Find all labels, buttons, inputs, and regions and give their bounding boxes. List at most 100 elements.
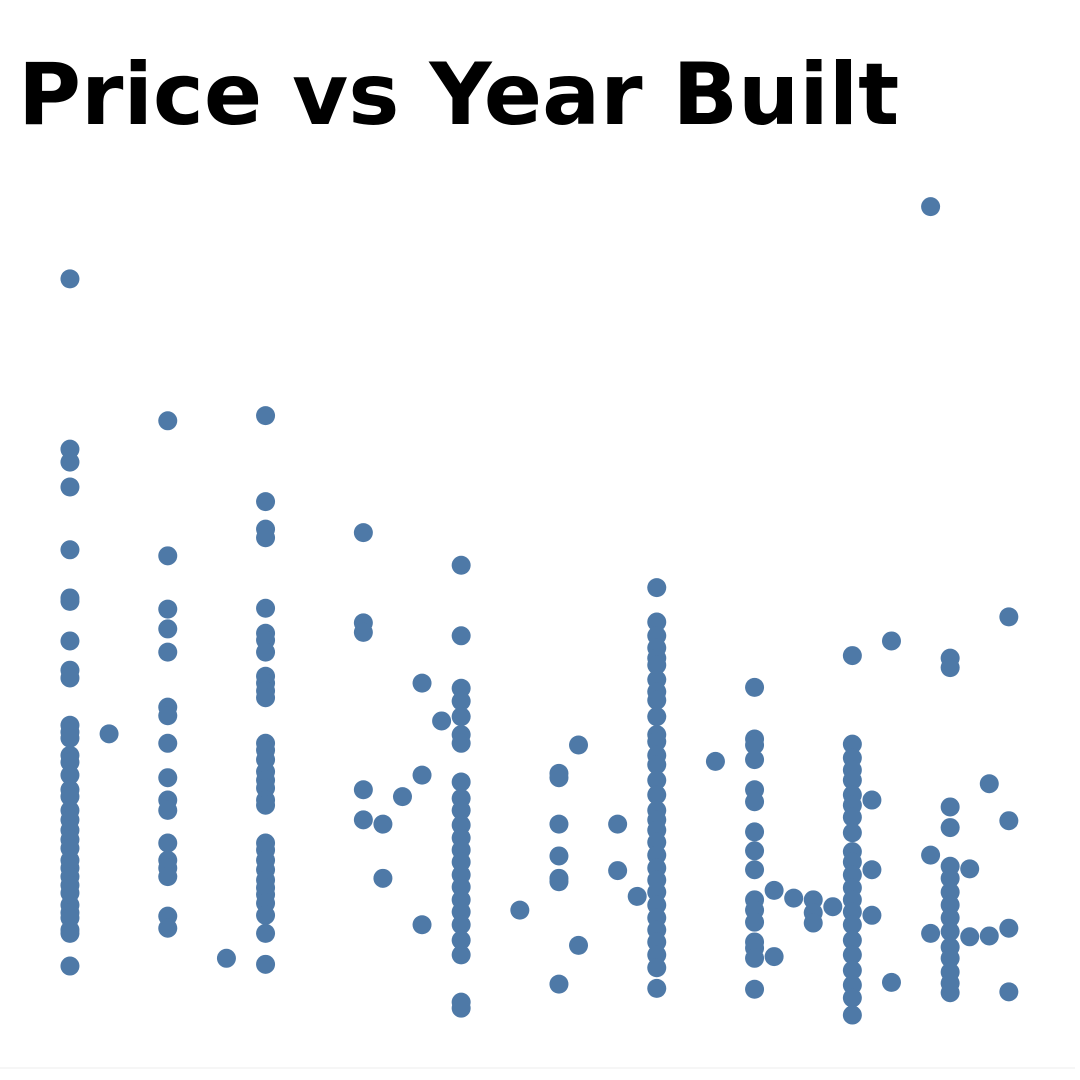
point bbox=[940, 983, 960, 1003]
point bbox=[842, 807, 862, 827]
point bbox=[745, 948, 765, 968]
point bbox=[764, 947, 784, 967]
point bbox=[745, 860, 765, 880]
point bbox=[60, 765, 80, 785]
point bbox=[451, 626, 471, 646]
point bbox=[647, 958, 667, 978]
point bbox=[647, 785, 667, 805]
point bbox=[256, 688, 276, 708]
point bbox=[921, 197, 941, 217]
point bbox=[60, 540, 80, 560]
point bbox=[745, 979, 765, 999]
point bbox=[921, 845, 941, 865]
point bbox=[158, 706, 178, 726]
point bbox=[158, 867, 178, 887]
point bbox=[158, 800, 178, 820]
point bbox=[549, 814, 569, 834]
point bbox=[158, 411, 178, 431]
point bbox=[256, 406, 276, 426]
point bbox=[60, 452, 80, 472]
point bbox=[256, 954, 276, 974]
point bbox=[881, 972, 901, 992]
point bbox=[745, 792, 765, 812]
point bbox=[373, 868, 393, 888]
point bbox=[842, 1005, 862, 1025]
point bbox=[392, 787, 412, 807]
point bbox=[647, 578, 667, 598]
point bbox=[549, 974, 569, 994]
point bbox=[256, 598, 276, 618]
point bbox=[60, 956, 80, 976]
point bbox=[764, 880, 784, 900]
point bbox=[158, 918, 178, 938]
point bbox=[862, 860, 882, 880]
chart-title: Price vs Year Built bbox=[18, 45, 899, 145]
point bbox=[647, 755, 667, 775]
point bbox=[608, 861, 628, 881]
point bbox=[99, 724, 119, 744]
point bbox=[784, 888, 804, 908]
point bbox=[451, 945, 471, 965]
point bbox=[412, 673, 432, 693]
point bbox=[256, 923, 276, 943]
point bbox=[647, 732, 667, 752]
point bbox=[353, 780, 373, 800]
point bbox=[451, 707, 471, 727]
point bbox=[549, 768, 569, 788]
point bbox=[647, 690, 667, 710]
point bbox=[158, 599, 178, 619]
point bbox=[158, 733, 178, 753]
point bbox=[256, 642, 276, 662]
point bbox=[842, 734, 862, 754]
point bbox=[842, 930, 862, 950]
point bbox=[647, 707, 667, 727]
point bbox=[940, 948, 960, 968]
point bbox=[842, 988, 862, 1008]
point bbox=[158, 546, 178, 566]
point bbox=[705, 751, 725, 771]
point bbox=[940, 908, 960, 928]
point bbox=[999, 982, 1019, 1002]
point bbox=[353, 810, 373, 830]
point bbox=[60, 477, 80, 497]
point bbox=[569, 735, 589, 755]
point bbox=[647, 655, 667, 675]
point bbox=[745, 841, 765, 861]
point bbox=[353, 622, 373, 642]
point bbox=[960, 927, 980, 947]
point bbox=[745, 735, 765, 755]
point bbox=[881, 631, 901, 651]
point bbox=[256, 528, 276, 548]
point bbox=[921, 923, 941, 943]
point bbox=[745, 750, 765, 770]
point bbox=[451, 915, 471, 935]
point bbox=[451, 800, 471, 820]
point bbox=[842, 945, 862, 965]
point bbox=[999, 918, 1019, 938]
point bbox=[627, 886, 647, 906]
point bbox=[451, 555, 471, 575]
point bbox=[842, 960, 862, 980]
point bbox=[940, 922, 960, 942]
point bbox=[451, 998, 471, 1018]
point bbox=[353, 523, 373, 543]
point bbox=[862, 790, 882, 810]
point bbox=[451, 691, 471, 711]
point bbox=[60, 631, 80, 651]
point bbox=[412, 915, 432, 935]
point bbox=[60, 728, 80, 748]
point bbox=[940, 797, 960, 817]
point bbox=[60, 923, 80, 943]
point bbox=[216, 948, 236, 968]
point bbox=[647, 978, 667, 998]
point bbox=[412, 765, 432, 785]
point bbox=[999, 811, 1019, 831]
point bbox=[158, 642, 178, 662]
point bbox=[256, 905, 276, 925]
point bbox=[158, 833, 178, 853]
point bbox=[940, 868, 960, 888]
point bbox=[979, 774, 999, 794]
point bbox=[60, 269, 80, 289]
point bbox=[569, 935, 589, 955]
